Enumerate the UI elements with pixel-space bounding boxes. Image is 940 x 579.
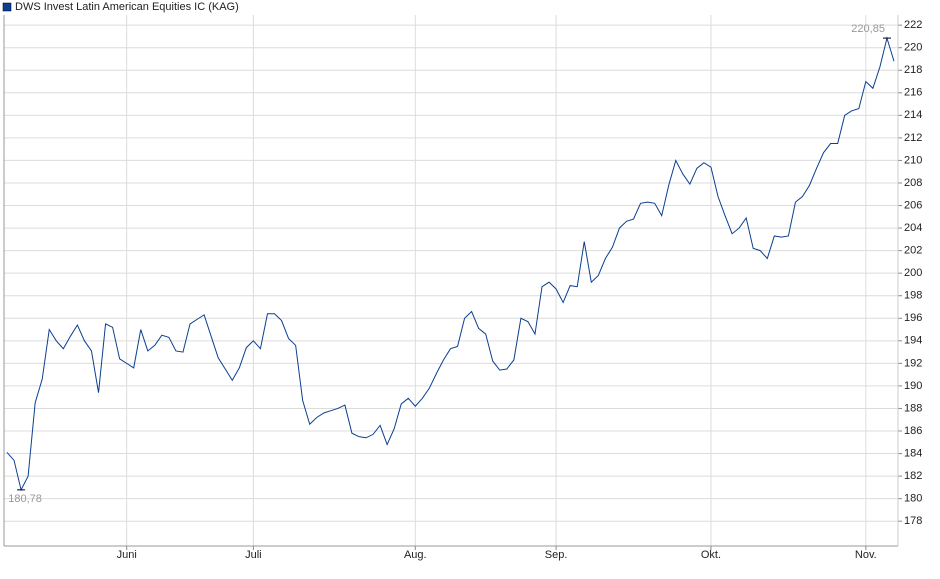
y-tick-label: 202 — [904, 245, 922, 257]
y-tick-label: 204 — [904, 222, 922, 234]
y-tick-label: 208 — [904, 177, 922, 189]
y-tick-label: 198 — [904, 290, 922, 302]
x-tick-label: Juni — [117, 549, 137, 561]
y-tick-label: 210 — [904, 154, 922, 166]
x-tick-label: Sep. — [545, 549, 568, 561]
line-series — [6, 36, 895, 492]
y-tick-label: 192 — [904, 357, 922, 369]
y-tick-label: 186 — [904, 425, 922, 437]
value-label: 180,78 — [8, 493, 42, 505]
y-tick-label: 194 — [904, 335, 922, 347]
y-tick-label: 188 — [904, 402, 922, 414]
y-tick-label: 218 — [904, 64, 922, 76]
value-label: 220,85 — [851, 23, 885, 35]
y-tick-label: 200 — [904, 267, 922, 279]
legend-swatch — [2, 2, 12, 12]
y-tick-label: 180 — [904, 493, 922, 505]
x-tick-label: Okt. — [701, 549, 721, 561]
y-tick-label: 214 — [904, 109, 922, 121]
y-tick-label: 196 — [904, 312, 922, 324]
y-tick-label: 220 — [904, 42, 922, 54]
x-tick-label: Nov. — [855, 549, 877, 561]
y-tick-label: 222 — [904, 19, 922, 31]
y-tick-label: 178 — [904, 515, 922, 527]
y-tick-label: 216 — [904, 87, 922, 99]
y-tick-label: 184 — [904, 447, 922, 459]
y-tick-label: 190 — [904, 380, 922, 392]
x-tick-label: Juli — [245, 549, 262, 561]
y-tick-label: 206 — [904, 199, 922, 211]
y-tick-label: 182 — [904, 470, 922, 482]
x-tick-label: Aug. — [404, 549, 427, 561]
legend-label: DWS Invest Latin American Equities IC (K… — [15, 1, 239, 13]
y-tick-label: 212 — [904, 132, 922, 144]
